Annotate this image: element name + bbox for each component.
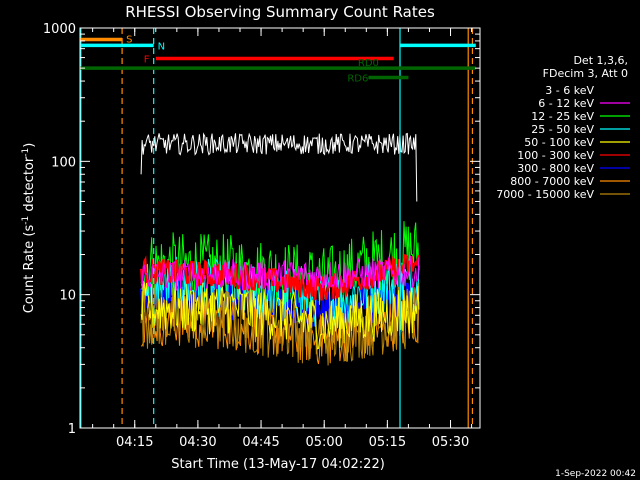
series-layer	[140, 132, 420, 366]
x-tick-label-3: 05:00	[305, 435, 342, 450]
plot-frame	[79, 27, 481, 429]
legend-label-4: 50 - 100 keV	[524, 136, 594, 149]
x-axis-label: Start Time (13-May-17 04:02:22)	[171, 457, 385, 472]
legend-label-8: 7000 - 15000 keV	[496, 188, 594, 201]
footer-date: 1-Sep-2022 00:42	[555, 469, 636, 479]
legend-label-1: 6 - 12 keV	[538, 97, 594, 110]
flag-label-3: F	[144, 55, 150, 66]
legend-label-5: 100 - 300 keV	[517, 149, 594, 162]
legend-label-6: 300 - 800 keV	[517, 162, 594, 175]
y-axis-label-sup1: -1	[21, 216, 31, 225]
x-tick-label-4: 05:15	[369, 435, 406, 450]
legend-header-1: FDecim 3, Att 0	[543, 67, 628, 80]
flag-bars: S NF RD0 RD6	[80, 34, 476, 85]
x-tick-label-5: 05:30	[432, 435, 469, 450]
series-line-0	[140, 132, 418, 202]
y-tick-label-2: 100	[51, 155, 76, 170]
chart-title: RHESSI Observing Summary Count Rates	[125, 3, 435, 21]
y-axis-label-end: )	[22, 143, 37, 148]
x-tick-label-0: 04:15	[116, 435, 153, 450]
y-tick-label-0: 1	[68, 422, 76, 437]
y-tick-label-1: 10	[59, 289, 76, 304]
x-tick-label-2: 04:45	[242, 435, 279, 450]
series-line-2	[140, 221, 420, 309]
flag-label-4: RD0	[358, 58, 379, 69]
legend-label-3: 25 - 50 keV	[531, 123, 594, 136]
legend-header-0: Det 1,3,6,	[573, 54, 628, 67]
y-axis-label: Count Rate (s-1 detector-1)	[21, 143, 37, 314]
y-tick-label-3: 1000	[43, 22, 76, 37]
legend-label-0: 3 - 6 keV	[545, 84, 594, 97]
y-axis-label-sup2: -1	[21, 148, 31, 157]
series-line-5	[140, 253, 420, 301]
flag-label-5: RD6	[347, 74, 368, 85]
flag-label-1: N	[158, 41, 165, 52]
x-tick-label-1: 04:30	[179, 435, 216, 450]
y-axis-label-main: Count Rate (s	[22, 225, 37, 314]
legend-label-7: 800 - 7000 keV	[510, 175, 594, 188]
series-line-1	[140, 255, 420, 292]
axes: 04:15 04:30 04:45 05:00 05:15 05:30 1 10 100 1000	[43, 22, 480, 450]
series-line-4	[140, 279, 420, 350]
series-line-8	[140, 282, 420, 366]
vertical-markers	[80, 28, 474, 428]
flag-label-0: S	[126, 34, 132, 45]
legend-label-2: 12 - 25 keV	[531, 110, 594, 123]
y-axis-label-mid: detector	[22, 156, 37, 216]
